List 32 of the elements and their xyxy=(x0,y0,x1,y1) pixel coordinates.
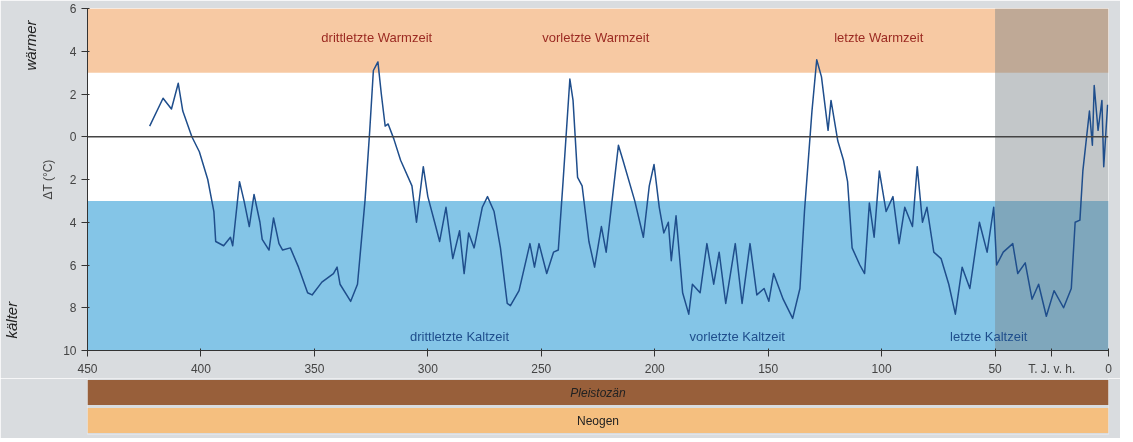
y-tick-label: 10 xyxy=(63,344,77,358)
x-tick-label: 200 xyxy=(644,361,666,376)
x-tick-label: 50 xyxy=(988,361,1003,376)
x-tick-label: 450 xyxy=(77,361,98,376)
x-tick-label: 350 xyxy=(304,361,325,376)
text: Pleistozän xyxy=(570,385,627,400)
y-axis-title: ΔT (°C) xyxy=(41,159,56,200)
annotation: vorletzte Kaltzeit xyxy=(689,329,786,345)
y-tick-label: 0 xyxy=(69,130,77,145)
y-tick-label: 8 xyxy=(69,301,77,316)
x-tick-label: T. J. v. h. xyxy=(1028,361,1076,376)
annotation: drittletzte Warmzeit xyxy=(321,30,433,46)
text: kälter xyxy=(2,300,20,339)
annotation: vorletzte Warmzeit xyxy=(542,30,650,46)
x-tick-label: 100 xyxy=(871,361,892,376)
x-tick-label: 250 xyxy=(531,361,552,376)
y-tick-label: 6 xyxy=(69,258,77,273)
y-tick-label: 4 xyxy=(69,215,77,230)
text: wärmer xyxy=(21,19,39,71)
annotation: drittletzte Kaltzeit xyxy=(410,329,510,345)
y-tick-label: 4 xyxy=(69,44,77,59)
x-tick-label: 0 xyxy=(1105,361,1113,376)
x-tick-label: 150 xyxy=(758,361,779,376)
y-tick-label: 2 xyxy=(69,87,77,102)
text: Neogen xyxy=(576,413,620,428)
y-tick-label: 2 xyxy=(69,173,77,187)
line-series xyxy=(148,59,1109,320)
annotation: letzte Warmzeit xyxy=(834,30,924,46)
annotation: letzte Kaltzeit xyxy=(950,329,1028,345)
y-tick-label: 6 xyxy=(69,2,77,16)
x-tick-label: 300 xyxy=(417,361,439,376)
x-tick-label: 400 xyxy=(190,361,212,376)
